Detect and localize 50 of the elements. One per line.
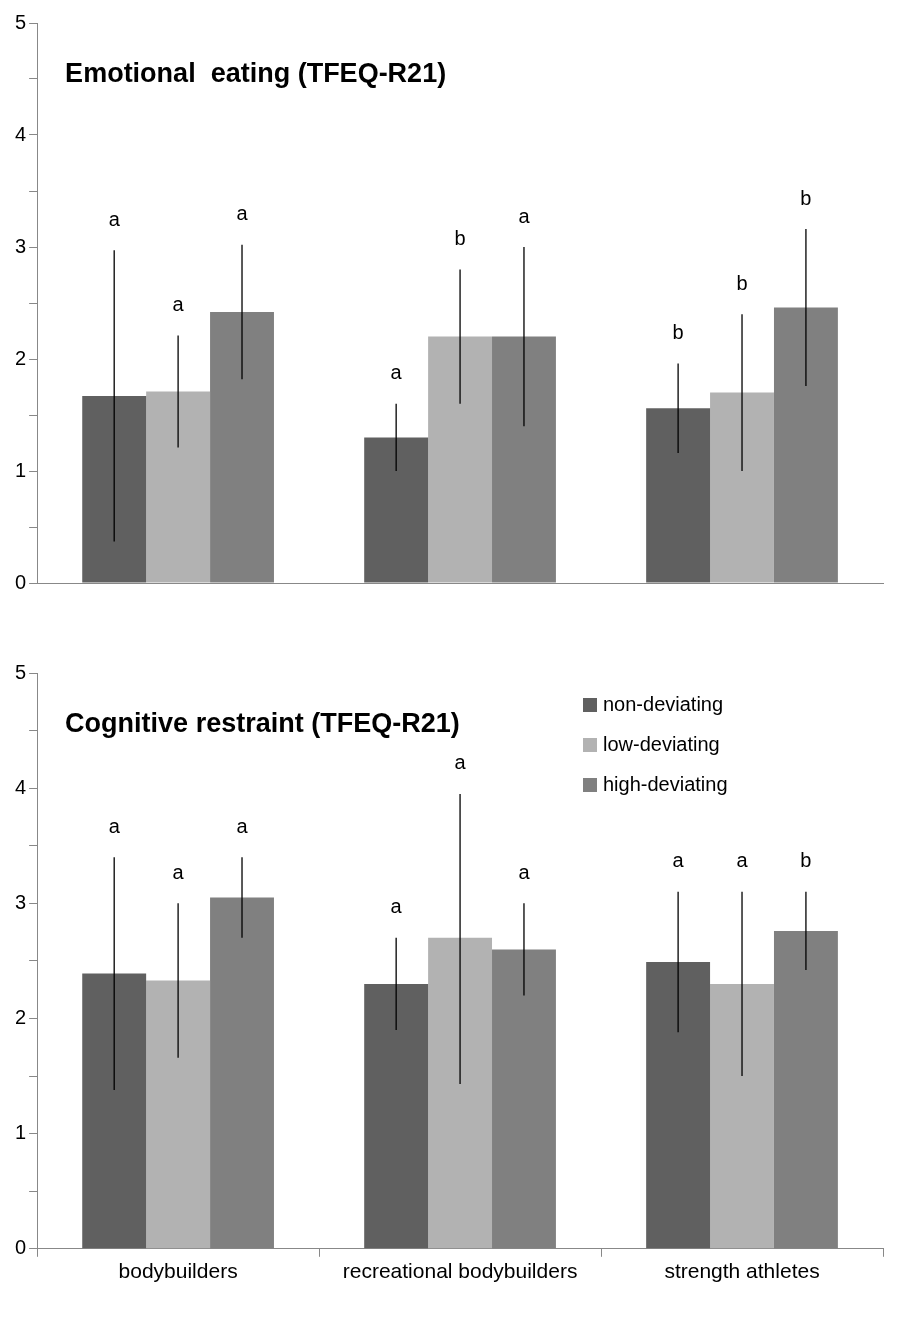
bar [364, 437, 429, 583]
bar [364, 983, 429, 1249]
bar [146, 391, 211, 583]
bar [428, 336, 493, 583]
y-tick-label: 0 [15, 1236, 27, 1259]
y-tick-label: 1 [15, 1121, 27, 1144]
annotation: a [518, 204, 531, 227]
annotation: b [454, 226, 466, 249]
x-tick-label: recreational bodybuilders [342, 1259, 578, 1283]
legend-label: non-deviating [603, 692, 724, 715]
annotation: a [108, 207, 121, 230]
annotation: a [172, 860, 185, 883]
y-tick-label: 2 [15, 346, 27, 369]
annotation: b [736, 271, 748, 294]
bar [428, 937, 493, 1249]
annotation: a [454, 751, 467, 774]
annotation: a [172, 293, 185, 315]
bar [646, 962, 711, 1249]
y-tick-label: 3 [15, 234, 27, 257]
y-tick-label: 4 [15, 775, 27, 798]
bar [710, 392, 774, 583]
bar [710, 983, 774, 1249]
annotation: b [672, 321, 684, 343]
y-tick-label: 5 [15, 660, 27, 683]
annotation: b [800, 186, 812, 209]
annotation: a [236, 202, 249, 225]
bar [146, 980, 211, 1249]
annotation: a [390, 361, 403, 384]
y-tick-label: 3 [15, 890, 27, 913]
annotation: a [518, 860, 531, 883]
y-tick-label: 4 [15, 122, 27, 145]
legend-label: high-deviating [603, 772, 728, 795]
y-tick-label: 0 [15, 570, 27, 593]
y-tick-label: 2 [15, 1006, 27, 1028]
bar [82, 395, 147, 583]
annotation: a [390, 895, 403, 918]
x-tick-label: bodybuilders [118, 1259, 238, 1283]
annotation: b [800, 849, 812, 872]
annotation: a [736, 849, 749, 872]
text: Emotional eating (TFEQ-R21) [65, 58, 447, 89]
annotation: a [108, 814, 121, 837]
legend-label: low-deviating [603, 732, 720, 755]
annotation: a [236, 814, 249, 837]
annotation: a [672, 849, 685, 872]
bar [646, 408, 711, 583]
y-tick-label: 5 [15, 10, 27, 33]
text: Cognitive restraint (TFEQ-R21) [65, 708, 460, 739]
y-tick-label: 1 [15, 458, 27, 481]
bar [82, 973, 147, 1249]
x-tick-label: strength athletes [664, 1259, 820, 1283]
